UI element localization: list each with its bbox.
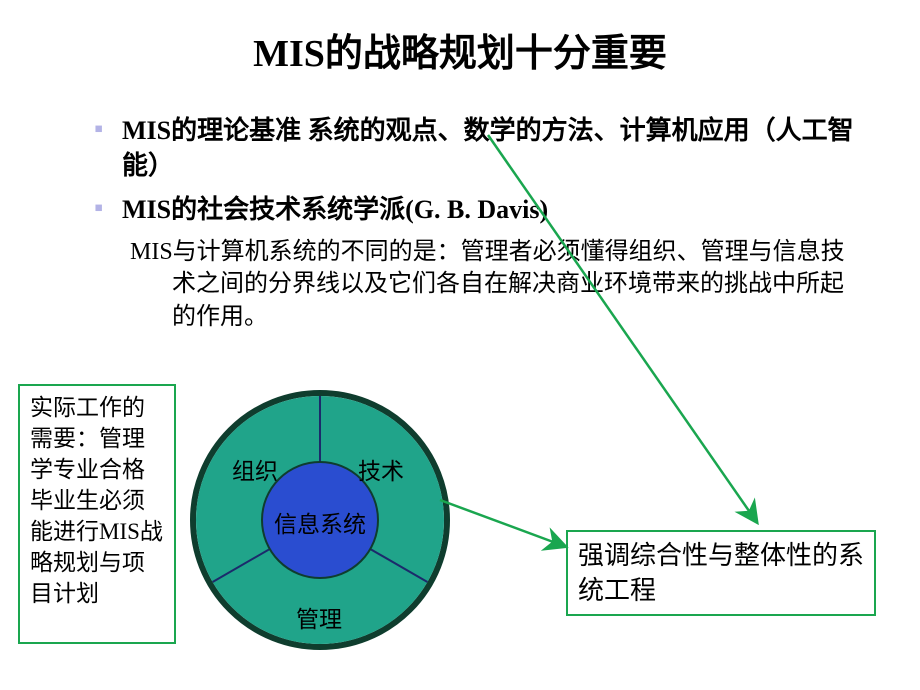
slide-title: MIS的战略规划十分重要 <box>0 22 920 77</box>
bullet-text: MIS的理论基准 系统的观点、数学的方法、计算机应用（人工智能） <box>122 116 854 180</box>
pie-label-mgmt: 管理 <box>296 600 342 634</box>
pie-label-tech: 技术 <box>358 452 404 486</box>
right-annotation-text: 强调综合性与整体性的系统工程 <box>578 538 864 608</box>
bullet-item: MIS的理论基准 系统的观点、数学的方法、计算机应用（人工智能） <box>122 113 862 183</box>
bullet-text: MIS与计算机系统的不同的是：管理者必须懂得组织、管理与信息技术之间的分界线以及… <box>130 236 860 333</box>
arrow-line <box>440 500 564 546</box>
slide: MIS的战略规划十分重要 ▪ MIS的理论基准 系统的观点、数学的方法、计算机应… <box>0 0 920 690</box>
bullet-text: MIS的社会技术系统学派(G. B. Davis) <box>122 195 548 224</box>
pie-center-label: 信息系统 <box>270 505 370 539</box>
left-annotation-text: 实际工作的需要：管理学专业合格毕业生必须能进行MIS战略规划与项目计划 <box>30 392 164 609</box>
bullet-item: MIS的社会技术系统学派(G. B. Davis) <box>122 192 862 227</box>
right-annotation-box: 强调综合性与整体性的系统工程 <box>566 530 876 616</box>
bullet-paragraph: MIS与计算机系统的不同的是：管理者必须懂得组织、管理与信息技术之间的分界线以及… <box>130 236 860 333</box>
bullet-marker: ▪ <box>94 192 103 223</box>
left-annotation-box: 实际工作的需要：管理学专业合格毕业生必须能进行MIS战略规划与项目计划 <box>18 384 176 644</box>
pie-label-org: 组织 <box>232 452 278 486</box>
bullet-marker: ▪ <box>94 113 103 144</box>
